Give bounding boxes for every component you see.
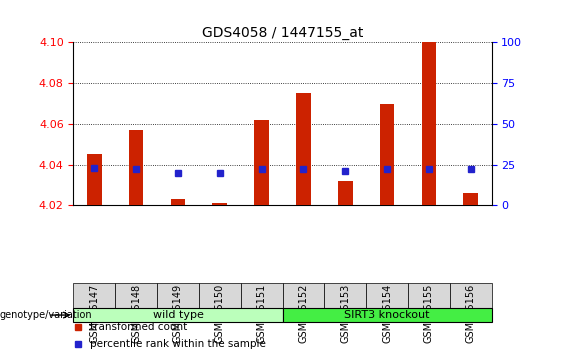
Text: GSM675148: GSM675148 [131, 284, 141, 343]
Bar [324, 283, 366, 308]
Bar [129, 130, 144, 205]
Bar [282, 283, 324, 308]
Bar [157, 283, 199, 308]
Bar [282, 308, 492, 322]
Bar [241, 283, 282, 308]
Bar [87, 154, 102, 205]
Text: SIRT3 knockout: SIRT3 knockout [344, 310, 430, 320]
Bar [463, 193, 478, 205]
Text: genotype/variation: genotype/variation [0, 310, 93, 320]
Bar [212, 203, 227, 205]
Bar [380, 103, 394, 205]
Bar [366, 283, 408, 308]
Bar [450, 283, 492, 308]
Text: transformed count: transformed count [90, 321, 188, 332]
Title: GDS4058 / 1447155_at: GDS4058 / 1447155_at [202, 26, 363, 40]
Bar [73, 308, 282, 322]
Bar [115, 283, 157, 308]
Bar [338, 181, 353, 205]
Text: GSM675150: GSM675150 [215, 284, 225, 343]
Text: GSM675155: GSM675155 [424, 284, 434, 343]
Bar [171, 199, 185, 205]
Text: GSM675154: GSM675154 [382, 284, 392, 343]
Text: GSM675152: GSM675152 [298, 284, 308, 343]
Text: GSM675151: GSM675151 [257, 284, 267, 343]
Text: wild type: wild type [153, 310, 203, 320]
Bar [199, 283, 241, 308]
Text: GSM675147: GSM675147 [89, 284, 99, 343]
Text: percentile rank within the sample: percentile rank within the sample [90, 339, 266, 349]
Bar [421, 42, 436, 205]
Bar [73, 283, 115, 308]
Text: GSM675149: GSM675149 [173, 284, 183, 343]
Bar [254, 120, 269, 205]
Text: GSM675156: GSM675156 [466, 284, 476, 343]
Bar [408, 283, 450, 308]
Text: GSM675153: GSM675153 [340, 284, 350, 343]
Bar [296, 93, 311, 205]
